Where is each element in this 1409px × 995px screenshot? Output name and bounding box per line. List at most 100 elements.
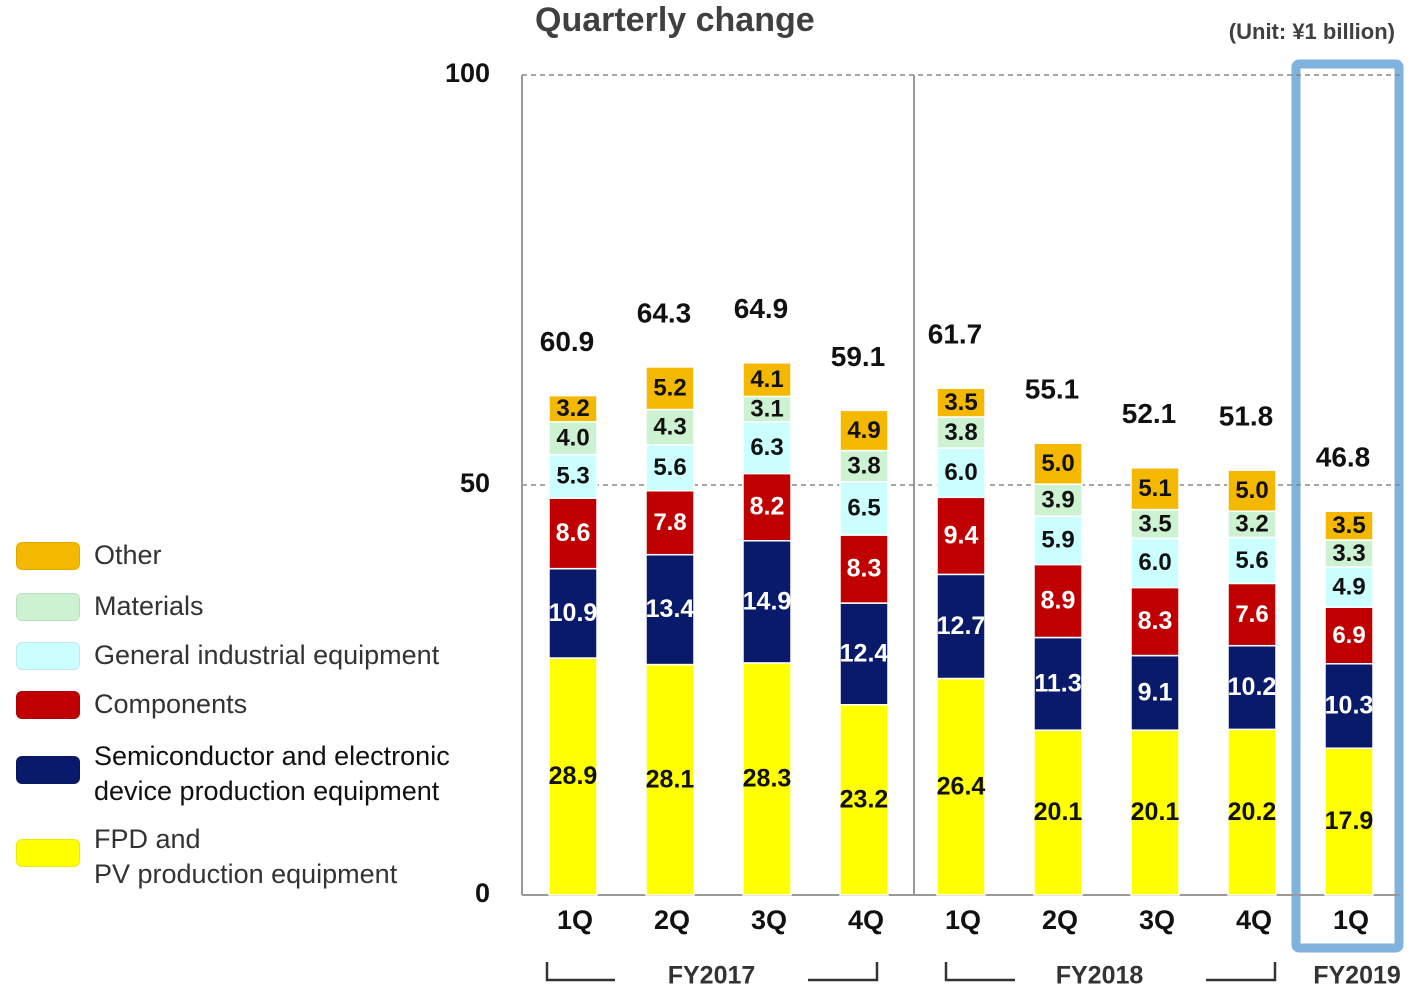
legend-swatch	[16, 756, 80, 784]
y-tick-label: 100	[445, 58, 490, 88]
total-label: 55.1	[1025, 374, 1080, 405]
value-label: 12.7	[937, 612, 986, 640]
value-label: 10.3	[1325, 692, 1374, 720]
bracket	[545, 962, 879, 982]
y-tick-label: 0	[475, 878, 490, 908]
group-label: FY2019	[1313, 962, 1401, 990]
value-label: 3.5	[944, 389, 977, 416]
bar-segment	[1324, 663, 1374, 749]
bar-segment	[1130, 467, 1180, 511]
value-label: 9.4	[944, 521, 979, 549]
bar-segment	[645, 366, 695, 411]
bar-segment	[1130, 537, 1180, 589]
total-label: 51.8	[1219, 401, 1274, 432]
value-label: 7.6	[1235, 601, 1268, 628]
total-label: 52.1	[1122, 398, 1177, 429]
value-label: 3.2	[556, 395, 589, 422]
bar-segment	[1227, 469, 1277, 512]
highlight-box	[1291, 59, 1404, 953]
legend-swatch	[16, 642, 80, 670]
value-label: 14.9	[743, 587, 792, 615]
value-label: 13.4	[646, 595, 695, 623]
value-label: 6.3	[750, 434, 783, 461]
x-tick-label: 4Q	[848, 905, 884, 935]
legend-label: Semiconductor and electronic device prod…	[94, 741, 450, 806]
value-label: 4.3	[653, 414, 686, 441]
bar-segment	[1033, 729, 1083, 896]
bar-segment	[548, 567, 598, 659]
value-label: 3.8	[847, 452, 880, 479]
legend-swatch	[16, 542, 80, 570]
value-label: 28.1	[646, 765, 695, 793]
bar-segment	[839, 480, 889, 536]
bar-segment	[1324, 566, 1374, 608]
bar-segment	[645, 444, 695, 492]
bar-segment	[1324, 510, 1374, 541]
value-label: 10.9	[549, 599, 598, 627]
y-tick-label: 50	[460, 468, 490, 498]
value-label: 20.1	[1034, 798, 1083, 826]
bar-segment	[839, 602, 889, 706]
bar-segment	[1033, 563, 1083, 639]
x-tick-label: 4Q	[1236, 905, 1272, 935]
value-label: 23.2	[840, 785, 889, 813]
value-label: 3.5	[1138, 510, 1171, 537]
value-label: 28.9	[549, 762, 598, 790]
value-label: 8.3	[847, 555, 882, 583]
total-label: 59.1	[831, 341, 886, 372]
value-label: 5.6	[653, 454, 686, 481]
total-label: 64.9	[734, 293, 789, 324]
unit-note: (Unit: ¥1 billion)	[1229, 19, 1395, 44]
value-label: 3.8	[944, 419, 977, 446]
value-label: 5.9	[1041, 527, 1074, 554]
value-label: 11.3	[1034, 669, 1081, 697]
x-tick-label: 1Q	[945, 905, 981, 935]
total-label: 64.3	[637, 297, 692, 328]
value-label: 6.9	[1332, 622, 1365, 649]
legend-label: Materials	[94, 591, 204, 621]
x-tick-label: 3Q	[1139, 905, 1175, 935]
value-label: 3.3	[1332, 540, 1365, 567]
bar-segment	[645, 553, 695, 666]
value-label: 4.9	[1332, 573, 1365, 600]
total-label: 46.8	[1316, 442, 1371, 473]
legend-label: General industrial equipment	[94, 640, 440, 670]
bar-segment	[1033, 442, 1083, 485]
legend-swatch	[16, 593, 80, 621]
value-label: 8.9	[1041, 587, 1076, 615]
value-label: 17.9	[1325, 807, 1374, 835]
value-label: 20.2	[1228, 798, 1277, 826]
bar-segment	[548, 394, 598, 423]
x-tick-label: 1Q	[557, 905, 593, 935]
bar-segment	[548, 421, 598, 456]
bar-segment	[548, 497, 598, 570]
bar-segment	[1324, 747, 1374, 896]
value-label: 6.5	[847, 495, 880, 522]
bar-segment	[936, 447, 986, 499]
bar-segment	[742, 662, 792, 896]
bar-segment	[1033, 515, 1083, 566]
bar-segment	[936, 416, 986, 449]
value-label: 10.2	[1228, 673, 1277, 701]
value-label: 4.9	[847, 417, 880, 444]
bar-segment	[1033, 636, 1083, 731]
value-label: 5.0	[1235, 477, 1268, 504]
value-label: 3.2	[1235, 511, 1268, 538]
bar-segment	[548, 453, 598, 499]
x-tick-label: 3Q	[751, 905, 787, 935]
value-label: 5.6	[1235, 547, 1268, 574]
bar-segment	[839, 704, 889, 896]
value-label: 9.1	[1138, 678, 1173, 706]
x-tick-label: 2Q	[1042, 905, 1078, 935]
value-label: 28.3	[743, 765, 792, 793]
value-label: 5.0	[1041, 450, 1074, 477]
bar-segment	[1324, 539, 1374, 568]
bar-segment	[839, 534, 889, 604]
bar-segment	[1324, 606, 1374, 665]
bar-segment	[936, 387, 986, 418]
value-label: 4.0	[556, 425, 589, 452]
bar-segment	[742, 421, 792, 475]
x-tick-label: 1Q	[1333, 905, 1369, 935]
